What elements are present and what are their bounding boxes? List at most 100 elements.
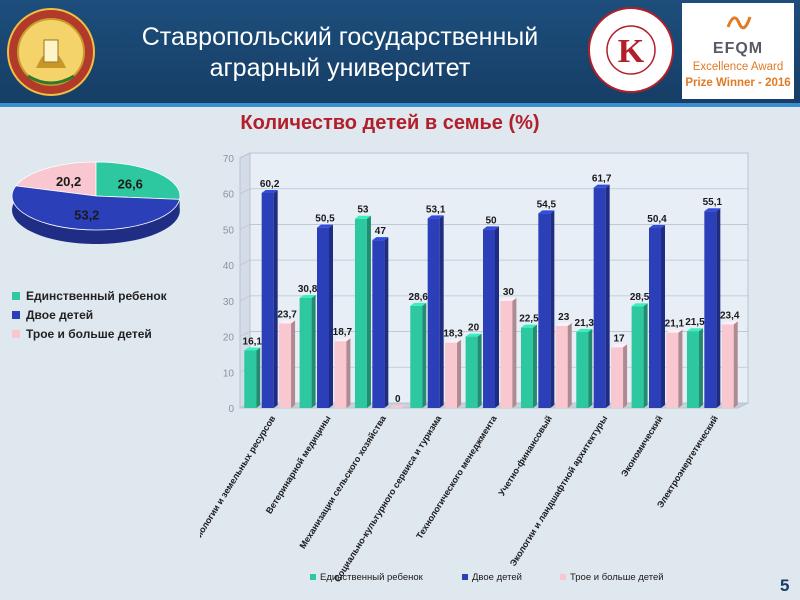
pie-legend-label: Трое и больше детей	[26, 327, 152, 341]
bar-data-label: 53,1	[426, 204, 446, 215]
x-category-label: Учетно-финансовый	[496, 414, 554, 498]
bar-front	[354, 218, 367, 408]
bar-top	[410, 302, 427, 306]
bar-top	[261, 190, 278, 193]
bar	[410, 302, 427, 408]
bar	[611, 344, 628, 408]
x-category-label: Экономический	[619, 414, 665, 479]
bar-data-label: 23,4	[720, 310, 740, 321]
efqm-award-logo: EFQM Excellence Award Prize Winner - 201…	[682, 3, 794, 99]
bar-data-label: 21,1	[665, 319, 685, 330]
bottom-legend-swatch	[560, 574, 566, 580]
bar	[649, 225, 665, 408]
efqm-prize-line: Prize Winner - 2016	[685, 77, 791, 89]
bar-front	[555, 325, 568, 408]
bar-top	[721, 321, 738, 325]
bar-data-label: 22,5	[519, 314, 539, 325]
bar	[576, 328, 593, 408]
bar-side	[384, 237, 389, 408]
bar-top	[483, 226, 499, 230]
bar-side	[532, 324, 537, 408]
bar-top	[538, 210, 555, 214]
pie-slice-label: 20,2	[56, 174, 81, 189]
bar-front	[631, 306, 644, 408]
bar-top	[244, 347, 261, 351]
bar-data-label: 18,3	[443, 329, 463, 340]
bar-side	[273, 190, 278, 408]
bar-data-label: 18,7	[333, 327, 353, 338]
x-category-label: Агробиологии и земельных ресурсов	[200, 413, 278, 562]
bar	[372, 237, 389, 408]
bar-data-label: 50,5	[315, 214, 335, 225]
chart-title: Количество детей в семье (%)	[240, 112, 540, 134]
bar-front	[445, 342, 458, 408]
bar-side	[366, 215, 371, 408]
bar-data-label: 21,3	[575, 318, 595, 329]
bar	[631, 303, 648, 408]
bar-front	[279, 323, 292, 408]
bar-side	[605, 184, 610, 408]
bar	[317, 224, 333, 408]
bar-data-label: 61,7	[592, 174, 612, 185]
bar-top	[611, 344, 628, 348]
bar-side	[678, 329, 683, 408]
bar-front	[317, 227, 329, 408]
bar-front	[611, 347, 624, 408]
bar-top	[576, 328, 593, 332]
bar-data-label: 47	[375, 226, 387, 237]
bar-top	[334, 338, 351, 342]
bar-side	[329, 224, 333, 408]
bar-top	[389, 405, 406, 408]
bar-side	[550, 210, 555, 408]
bar-data-label: 50,4	[647, 214, 667, 225]
svg-text:K: K	[618, 33, 645, 70]
gridline	[239, 224, 748, 230]
bar-data-label: 60,2	[260, 179, 280, 190]
bar-data-label: 23,7	[277, 309, 297, 320]
bar-data-label: 17	[614, 333, 626, 344]
bar-top	[427, 215, 444, 219]
y-tick-label: 10	[223, 368, 235, 379]
y-tick-label: 40	[223, 261, 235, 272]
bar-top	[299, 295, 316, 298]
bar-data-label: 53	[357, 205, 369, 216]
bar-top	[631, 303, 648, 307]
bar-front	[244, 350, 257, 408]
bottom-legend-label: Двое детей	[472, 572, 522, 583]
bar	[538, 210, 555, 408]
bar-data-label: 20	[468, 323, 480, 334]
bar-front	[334, 341, 347, 408]
x-category-label: Экологии и ландшафтной архитектуры	[508, 413, 610, 567]
bar-side	[661, 225, 665, 408]
gridline	[239, 152, 748, 159]
bottom-legend-label: Трое и больше детей	[570, 572, 664, 583]
bar-top	[354, 215, 371, 219]
quality-award-badge-logo: K	[588, 7, 674, 93]
efqm-award-line: Excellence Award	[692, 61, 784, 73]
bar-data-label: 30	[503, 287, 515, 298]
bar-top	[686, 328, 703, 332]
page-number: 5	[780, 576, 790, 595]
bar-front	[704, 211, 717, 408]
bar-side	[623, 344, 628, 408]
gridline	[239, 188, 748, 195]
bar	[427, 215, 444, 408]
bar	[244, 347, 261, 408]
bar-top	[649, 225, 665, 228]
bar-data-label: 54,5	[537, 199, 557, 210]
bar-front	[299, 298, 312, 408]
bar-front	[593, 187, 606, 408]
bar-top	[372, 237, 389, 241]
bar-top	[465, 333, 482, 337]
bar	[520, 324, 537, 408]
bar-top	[555, 322, 572, 326]
legend-swatch	[12, 292, 20, 300]
bar	[500, 297, 517, 408]
bar-side	[457, 339, 462, 408]
pie-legend-label: Двое детей	[26, 308, 94, 322]
bar-top	[704, 208, 721, 212]
bar-front	[520, 327, 533, 408]
bar-front	[576, 331, 589, 408]
bar-front	[372, 240, 385, 408]
bar-data-label: 23	[558, 312, 570, 323]
